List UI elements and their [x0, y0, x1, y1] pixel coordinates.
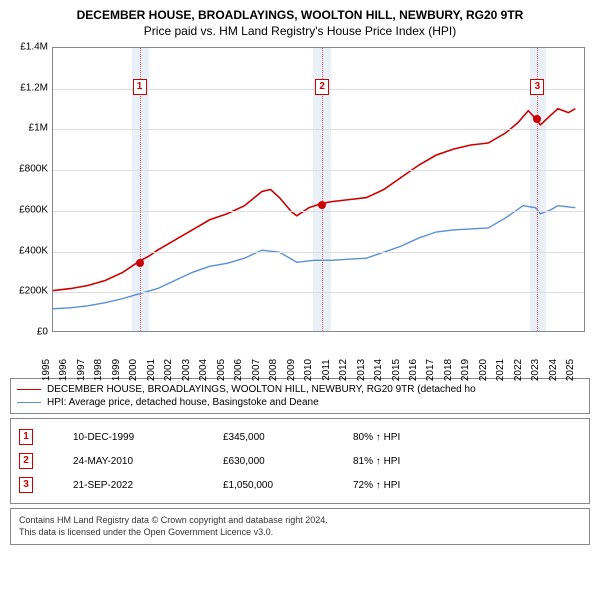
legend-swatch [17, 402, 41, 403]
y-tick-label: £800K [19, 164, 48, 175]
x-tick-label: 2012 [338, 359, 349, 381]
title-block: DECEMBER HOUSE, BROADLAYINGS, WOOLTON HI… [0, 0, 600, 42]
legend-swatch [17, 389, 41, 390]
x-tick-label: 2000 [128, 359, 139, 381]
x-tick-label: 2002 [163, 359, 174, 381]
x-tick-label: 2018 [443, 359, 454, 381]
x-tick-label: 2019 [460, 359, 471, 381]
footer-line2: This data is licensed under the Open Gov… [19, 527, 581, 539]
series-price_paid [53, 109, 575, 291]
events-table-row: 1 10-DEC-1999 £345,000 80% ↑ HPI [19, 425, 581, 449]
legend-item: HPI: Average price, detached house, Basi… [17, 396, 583, 409]
x-tick-label: 2003 [181, 359, 192, 381]
y-tick-label: £1M [29, 123, 48, 134]
x-tick-label: 1998 [93, 359, 104, 381]
x-tick-label: 2009 [286, 359, 297, 381]
gridline [53, 252, 584, 253]
event-date: 24-MAY-2010 [73, 456, 183, 467]
gridline [53, 129, 584, 130]
event-date: 21-SEP-2022 [73, 480, 183, 491]
x-tick-label: 2011 [321, 359, 332, 381]
x-tick-label: 2006 [233, 359, 244, 381]
legend-label: HPI: Average price, detached house, Basi… [47, 397, 319, 408]
y-tick-label: £200K [19, 286, 48, 297]
y-tick-label: £600K [19, 204, 48, 215]
event-pct: 72% ↑ HPI [353, 480, 400, 491]
event-price: £630,000 [223, 456, 313, 467]
event-marker: 1 [133, 79, 147, 95]
x-tick-label: 2025 [565, 359, 576, 381]
x-tick-label: 2020 [478, 359, 489, 381]
x-tick-label: 2014 [373, 359, 384, 381]
event-number-box: 3 [19, 477, 33, 493]
title-address: DECEMBER HOUSE, BROADLAYINGS, WOOLTON HI… [10, 8, 590, 22]
x-tick-label: 2022 [513, 359, 524, 381]
x-tick-label: 2004 [198, 359, 209, 381]
event-price: £345,000 [223, 432, 313, 443]
x-tick-label: 1999 [111, 359, 122, 381]
x-tick-label: 2007 [251, 359, 262, 381]
gridline [53, 211, 584, 212]
x-tick-label: 2013 [356, 359, 367, 381]
x-tick-label: 2001 [146, 359, 157, 381]
x-axis: 1995199619971998199920002001200220032004… [52, 334, 585, 372]
legend-item: DECEMBER HOUSE, BROADLAYINGS, WOOLTON HI… [17, 383, 583, 396]
y-axis: £0£200K£400K£600K£800K£1M£1.2M£1.4M [10, 47, 50, 332]
y-tick-label: £1.2M [20, 82, 48, 93]
event-number-box: 2 [19, 453, 33, 469]
chart-area: £0£200K£400K£600K£800K£1M£1.2M£1.4M 123 … [10, 42, 590, 372]
y-tick-label: £400K [19, 245, 48, 256]
x-tick-label: 2005 [216, 359, 227, 381]
legend: DECEMBER HOUSE, BROADLAYINGS, WOOLTON HI… [10, 378, 590, 414]
x-tick-label: 1995 [41, 359, 52, 381]
y-tick-label: £0 [37, 327, 48, 338]
event-point [318, 201, 326, 209]
event-point [136, 259, 144, 267]
event-marker: 2 [315, 79, 329, 95]
x-tick-label: 2010 [303, 359, 314, 381]
x-tick-label: 2016 [408, 359, 419, 381]
events-table-row: 3 21-SEP-2022 £1,050,000 72% ↑ HPI [19, 473, 581, 497]
series-hpi [53, 206, 575, 309]
event-number-box: 1 [19, 429, 33, 445]
x-tick-label: 2021 [495, 359, 506, 381]
event-marker: 3 [530, 79, 544, 95]
x-tick-label: 1997 [76, 359, 87, 381]
event-pct: 81% ↑ HPI [353, 456, 400, 467]
y-tick-label: £1.4M [20, 42, 48, 53]
x-tick-label: 2008 [268, 359, 279, 381]
event-point [533, 115, 541, 123]
gridline [53, 170, 584, 171]
x-tick-label: 2015 [391, 359, 402, 381]
x-tick-label: 2017 [425, 359, 436, 381]
plot-region: 1 2 3 [52, 47, 585, 332]
chart-container: DECEMBER HOUSE, BROADLAYINGS, WOOLTON HI… [0, 0, 600, 545]
event-price: £1,050,000 [223, 480, 313, 491]
legend-label: DECEMBER HOUSE, BROADLAYINGS, WOOLTON HI… [47, 384, 476, 395]
footer-line1: Contains HM Land Registry data © Crown c… [19, 515, 581, 527]
x-tick-label: 2023 [530, 359, 541, 381]
events-table-row: 2 24-MAY-2010 £630,000 81% ↑ HPI [19, 449, 581, 473]
x-tick-label: 1996 [58, 359, 69, 381]
footer-attribution: Contains HM Land Registry data © Crown c… [10, 508, 590, 545]
event-pct: 80% ↑ HPI [353, 432, 400, 443]
events-table: 1 10-DEC-1999 £345,000 80% ↑ HPI 2 24-MAY-201… [10, 418, 590, 504]
x-tick-label: 2024 [548, 359, 559, 381]
event-date: 10-DEC-1999 [73, 432, 183, 443]
gridline [53, 292, 584, 293]
title-subtitle: Price paid vs. HM Land Registry's House … [10, 24, 590, 38]
